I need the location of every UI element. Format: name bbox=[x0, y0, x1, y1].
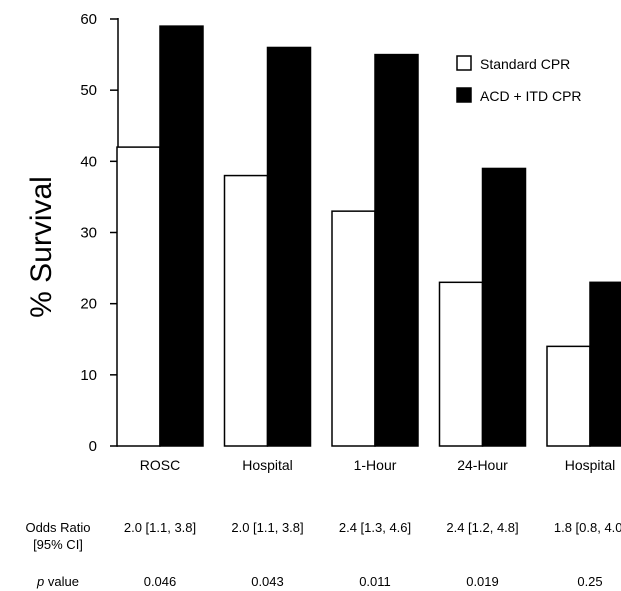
y-tick-label: 0 bbox=[89, 438, 97, 455]
p-value: 0.25 bbox=[577, 574, 603, 589]
odds-ratio-value: 2.0 [1.1, 3.8] bbox=[231, 520, 304, 535]
y-tick-label: 20 bbox=[80, 296, 97, 313]
bar-standard-cpr bbox=[546, 345, 591, 447]
category-label: Discharge bbox=[558, 477, 621, 480]
odds-ratio-value: 2.4 [1.2, 4.8] bbox=[446, 520, 519, 535]
odds-ratio-value: 2.0 [1.1, 3.8] bbox=[123, 520, 197, 535]
category-label: Survival bbox=[458, 477, 508, 480]
p-value: 0.043 bbox=[251, 574, 284, 589]
p-label-italic: p bbox=[37, 574, 45, 589]
bar-standard-cpr bbox=[223, 174, 269, 447]
survival-bar-chart: % Survival 0 10 20 30 40 50 60 ROSC Hospital Adm… bbox=[25, 11, 621, 480]
category-label: Survival bbox=[350, 477, 400, 480]
bar-acd-itd-cpr bbox=[159, 25, 204, 447]
legend: Standard CPR ACD + ITD CPR bbox=[456, 55, 582, 104]
category-label: Hospital bbox=[565, 457, 616, 473]
y-tick-label: 10 bbox=[80, 367, 97, 384]
odds-ratio-label: Odds Ratio bbox=[25, 520, 91, 535]
p-label-rest: value bbox=[44, 574, 79, 589]
p-value: 0.011 bbox=[359, 574, 391, 589]
bar-acd-itd-cpr bbox=[374, 53, 419, 447]
legend-label: Standard CPR bbox=[480, 56, 570, 72]
p-value-row-label: p value bbox=[10, 573, 106, 590]
p-value: 0.046 bbox=[143, 574, 177, 589]
odds-ratio-value: 2.4 [1.3, 4.6] bbox=[338, 520, 412, 535]
bars bbox=[116, 25, 621, 447]
y-axis-ticks: 0 10 20 30 40 50 60 bbox=[80, 11, 118, 455]
bar-standard-cpr bbox=[438, 281, 484, 447]
p-value: 0.019 bbox=[466, 574, 499, 589]
category-label: ROSC bbox=[140, 457, 180, 473]
legend-swatch bbox=[456, 87, 472, 103]
bar-standard-cpr bbox=[116, 146, 161, 447]
category-label: 24-Hour bbox=[457, 457, 508, 473]
ci-label: [95% CI] bbox=[33, 537, 83, 552]
category-label: Hospital bbox=[242, 457, 293, 473]
category-label: 1-Hour bbox=[354, 457, 397, 473]
y-axis-label: % Survival bbox=[25, 176, 58, 318]
bar-standard-cpr bbox=[331, 210, 376, 447]
odds-ratio-row-label: Odds Ratio [95% CI] bbox=[10, 519, 106, 553]
category-labels: ROSC Hospital Admit 1-Hour Survival 24-Hour Su… bbox=[140, 457, 621, 480]
y-tick-label: 50 bbox=[80, 82, 97, 99]
odds-ratio-value: 1.8 [0.8, 4.0] bbox=[553, 520, 621, 535]
legend-swatch bbox=[456, 55, 472, 71]
bar-acd-itd-cpr bbox=[481, 167, 527, 447]
bar-acd-itd-cpr bbox=[589, 281, 621, 447]
y-tick-label: 60 bbox=[80, 11, 97, 28]
y-tick-label: 30 bbox=[80, 225, 97, 242]
legend-label: ACD + ITD CPR bbox=[480, 88, 582, 104]
bar-acd-itd-cpr bbox=[266, 46, 312, 447]
category-label: Admit bbox=[250, 477, 286, 480]
y-tick-label: 40 bbox=[80, 153, 97, 170]
